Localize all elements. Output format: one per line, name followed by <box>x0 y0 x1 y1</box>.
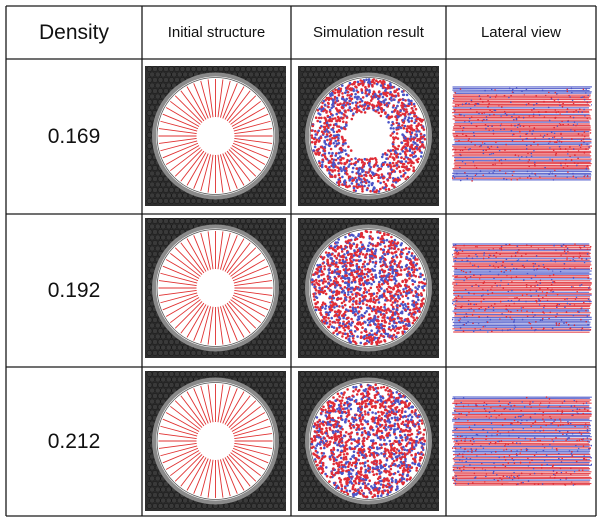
density-value-row-2: 0.192 <box>47 278 101 302</box>
header-simulation-result: Simulation result <box>313 24 424 41</box>
initial-structure-image-row-2 <box>145 218 286 358</box>
density-value-row-3: 0.212 <box>47 429 101 453</box>
simulation-result-image-row-3 <box>298 371 439 511</box>
simulation-result-image-row-1 <box>298 66 439 206</box>
lateral-view-image-row-2 <box>452 243 592 333</box>
header-lateral-view: Lateral view <box>480 24 562 41</box>
header-initial-structure: Initial structure <box>167 24 266 41</box>
lateral-view-image-row-3 <box>452 396 592 486</box>
initial-structure-image-row-3 <box>145 371 286 511</box>
density-value-row-1: 0.169 <box>47 124 101 148</box>
simulation-result-image-row-2 <box>298 218 439 358</box>
initial-structure-image-row-1 <box>145 66 286 206</box>
header-density: Density <box>38 20 110 44</box>
lateral-view-image-row-1 <box>452 86 592 182</box>
